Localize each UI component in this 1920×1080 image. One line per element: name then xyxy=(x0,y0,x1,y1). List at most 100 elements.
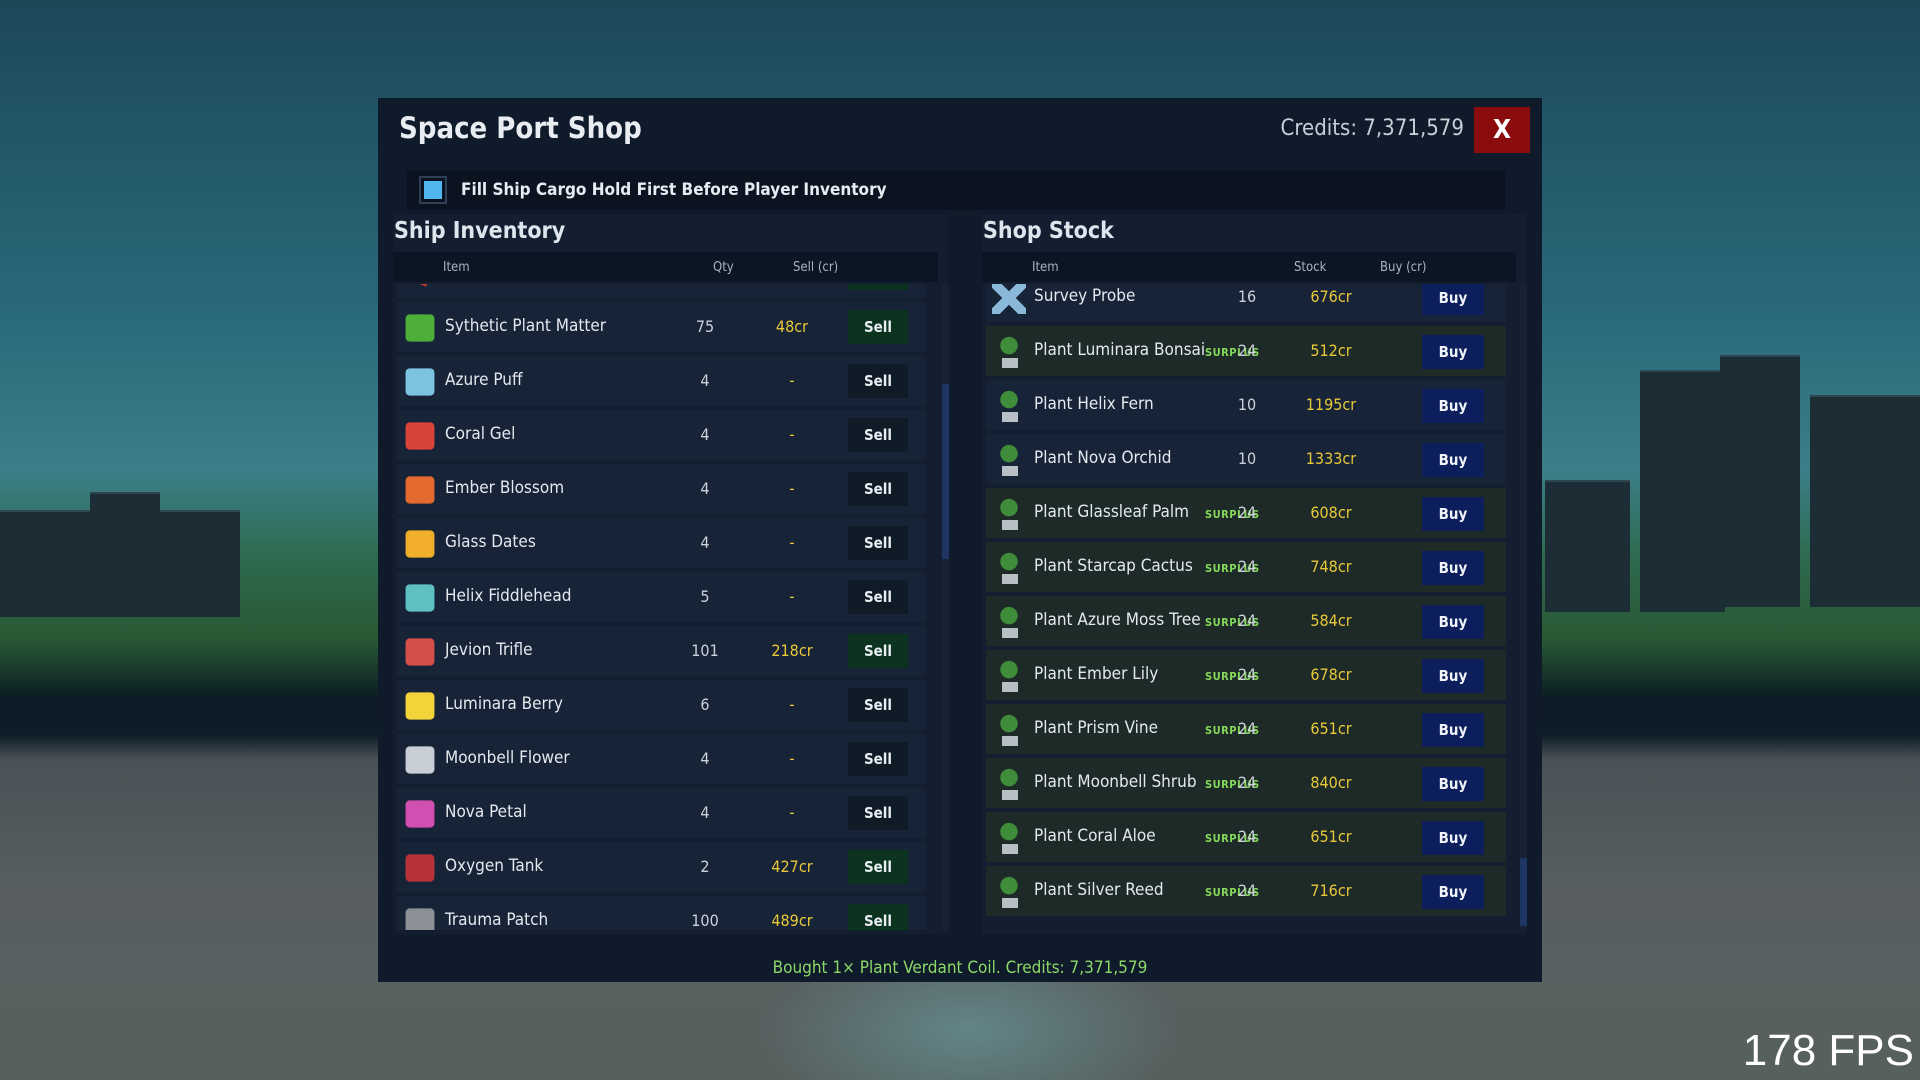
stock-row: Plant Moonbell Shrub SURPLUS 24 840cr Buy xyxy=(986,758,1506,808)
stock-row: Plant Prism Vine SURPLUS 24 651cr Buy xyxy=(986,704,1506,754)
sell-button[interactable]: Sell xyxy=(848,850,908,884)
item-stock: 24 xyxy=(1237,827,1257,846)
sell-button[interactable]: Sell xyxy=(848,310,908,344)
item-qty: 4 xyxy=(700,425,710,444)
item-sell-price: - xyxy=(789,479,795,498)
item-name: Plant Prism Vine xyxy=(1034,718,1159,738)
plant-pot xyxy=(1002,898,1018,908)
background-building xyxy=(1640,370,1725,612)
item-name: Moonbell Flower xyxy=(445,748,570,768)
inventory-row: Coral Gel 4 - Sell xyxy=(397,410,926,460)
inventory-row: Azure Puff 4 - Sell xyxy=(397,356,926,406)
item-name: Plant Ember Lily xyxy=(1034,664,1159,684)
background-building xyxy=(1720,355,1800,607)
fps-counter: 178 FPS xyxy=(1742,1026,1914,1075)
potted-plant-icon xyxy=(992,606,1026,638)
item-sell-price: - xyxy=(789,749,795,768)
sell-button[interactable] xyxy=(848,284,908,290)
cargo-option-bar: Fill Ship Cargo Hold First Before Player… xyxy=(407,170,1505,210)
item-sell-price: 48cr xyxy=(775,317,809,336)
shop-stock-list[interactable]: Survey Probe 16 676cr Buy Plant Luminara Bon… xyxy=(986,284,1506,930)
jevion-trifle-icon xyxy=(405,638,435,666)
buy-button[interactable]: Buy xyxy=(1422,284,1484,315)
sell-button[interactable]: Sell xyxy=(848,688,908,722)
buy-button[interactable]: Buy xyxy=(1422,659,1484,693)
item-stock: 24 xyxy=(1237,557,1257,576)
partial-row-top xyxy=(397,284,926,298)
sell-button[interactable]: Sell xyxy=(848,418,908,452)
ship-inventory-list[interactable]: Sythetic Plant Matter 75 48cr Sell Azure Puf… xyxy=(397,284,926,930)
inventory-row: Sythetic Plant Matter 75 48cr Sell xyxy=(397,302,926,352)
stock-row: Plant Helix Fern 10 1195cr Buy xyxy=(986,380,1506,430)
buy-button[interactable]: Buy xyxy=(1422,605,1484,639)
close-button[interactable]: X xyxy=(1474,107,1530,153)
surplus-badge: SURPLUS xyxy=(1205,346,1260,359)
scrollbar-thumb[interactable] xyxy=(942,384,949,559)
sell-button[interactable]: Sell xyxy=(848,796,908,830)
item-stock: 24 xyxy=(1237,503,1257,522)
shop-stock-title: Shop Stock xyxy=(983,218,1114,244)
item-name: Nova Petal xyxy=(445,802,527,822)
sell-button[interactable]: Sell xyxy=(848,634,908,668)
background-building xyxy=(1545,480,1630,612)
item-sell-price: - xyxy=(789,695,795,714)
column-item: Item xyxy=(1032,260,1059,275)
buy-button[interactable]: Buy xyxy=(1422,389,1484,423)
item-stock: 24 xyxy=(1237,773,1257,792)
plant-pot xyxy=(1002,844,1018,854)
oxygen-tank-icon xyxy=(405,854,435,882)
green-cube-icon xyxy=(405,314,435,342)
ship-inventory-scrollbar[interactable] xyxy=(942,284,949,930)
inventory-row: Trauma Patch 100 489cr Sell xyxy=(397,896,926,930)
item-name: Plant Coral Aloe xyxy=(1034,826,1156,846)
surplus-badge: SURPLUS xyxy=(1205,886,1260,899)
buy-button[interactable]: Buy xyxy=(1422,821,1484,855)
sell-button[interactable]: Sell xyxy=(848,526,908,560)
item-name: Plant Luminara Bonsai xyxy=(1034,340,1206,360)
item-name: Survey Probe xyxy=(1034,286,1136,306)
sell-button[interactable]: Sell xyxy=(848,472,908,506)
item-name: Jevion Trifle xyxy=(445,640,533,660)
item-name: Coral Gel xyxy=(445,424,516,444)
item-stock: 24 xyxy=(1237,611,1257,630)
sell-button[interactable]: Sell xyxy=(848,580,908,614)
item-buy-price: 678cr xyxy=(1310,665,1352,684)
item-name: Glass Dates xyxy=(445,532,536,552)
buy-button[interactable]: Buy xyxy=(1422,335,1484,369)
shop-stock-scrollbar[interactable] xyxy=(1520,284,1527,930)
background-building xyxy=(1810,395,1920,607)
item-name: Luminara Berry xyxy=(445,694,563,714)
cargo-option-label: Fill Ship Cargo Hold First Before Player… xyxy=(461,180,887,200)
item-name: Trauma Patch xyxy=(445,910,549,930)
column-sell: Sell (cr) xyxy=(793,260,839,275)
buy-button[interactable]: Buy xyxy=(1422,875,1484,909)
item-buy-price: 1333cr xyxy=(1305,449,1357,468)
inventory-row: Oxygen Tank 2 427cr Sell xyxy=(397,842,926,892)
item-name: Oxygen Tank xyxy=(445,856,544,876)
buy-button[interactable]: Buy xyxy=(1422,713,1484,747)
inventory-row: Glass Dates 4 - Sell xyxy=(397,518,926,568)
buy-button[interactable]: Buy xyxy=(1422,551,1484,585)
sell-button[interactable]: Sell xyxy=(848,364,908,398)
scrollbar-thumb[interactable] xyxy=(1520,858,1527,926)
buy-button[interactable]: Buy xyxy=(1422,767,1484,801)
item-buy-price: 512cr xyxy=(1310,341,1352,360)
sell-button[interactable]: Sell xyxy=(848,904,908,930)
item-stock: 10 xyxy=(1237,449,1257,468)
luminara-berry-icon xyxy=(405,692,435,720)
buy-button[interactable]: Buy xyxy=(1422,497,1484,531)
item-stock: 24 xyxy=(1237,341,1257,360)
item-qty: 4 xyxy=(700,749,710,768)
cargo-first-checkbox[interactable] xyxy=(419,176,447,204)
item-name: Helix Fiddlehead xyxy=(445,586,572,606)
item-qty: 4 xyxy=(700,803,710,822)
item-sell-price: - xyxy=(789,587,795,606)
stock-row: Plant Silver Reed SURPLUS 24 716cr Buy xyxy=(986,866,1506,916)
sell-button[interactable]: Sell xyxy=(848,742,908,776)
buy-button[interactable]: Buy xyxy=(1422,443,1484,477)
item-sell-price: 427cr xyxy=(771,857,813,876)
stock-row: Plant Luminara Bonsai SURPLUS 24 512cr Buy xyxy=(986,326,1506,376)
column-buy: Buy (cr) xyxy=(1380,260,1427,275)
item-sell-price: - xyxy=(789,425,795,444)
ship-inventory-panel: Ship Inventory Item Qty Sell (cr) Sythet… xyxy=(393,214,949,934)
